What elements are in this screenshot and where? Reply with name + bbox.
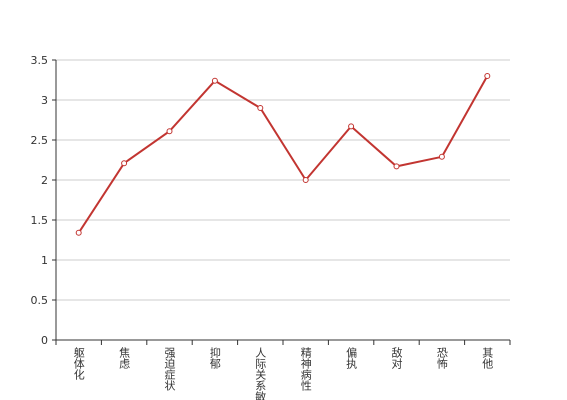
point xyxy=(257,105,264,111)
point xyxy=(438,153,445,160)
y-tick-label: 1.5 xyxy=(31,214,49,227)
y-tick-label: 3.5 xyxy=(31,54,49,67)
x-tick-label: 恐怖 xyxy=(435,347,448,369)
x-tick-label: 敌对 xyxy=(390,346,403,369)
y-tick-label: 0.5 xyxy=(31,294,49,307)
y-tick-label: 2 xyxy=(41,174,48,187)
x-tick-label: 精神病性 xyxy=(299,347,312,392)
point xyxy=(348,123,355,130)
point xyxy=(121,160,128,167)
x-tick-label: 其他 xyxy=(481,347,494,369)
y-tick-label: 2.5 xyxy=(31,134,49,147)
x-tick-label: 抑郁 xyxy=(208,346,221,369)
y-tick-label: 1 xyxy=(41,254,48,267)
x-tick-label: 躯体化 xyxy=(72,347,85,381)
y-tick-label: 3 xyxy=(41,94,48,107)
line xyxy=(77,75,489,234)
x-tick-label: 人际关系敏感 xyxy=(254,347,267,400)
point xyxy=(302,177,309,183)
x-tick-label: 强迫症状 xyxy=(163,347,176,391)
point xyxy=(484,73,491,79)
x-tick-label: 偏执 xyxy=(345,346,358,370)
point xyxy=(211,77,218,84)
x-tick-label: 焦虑 xyxy=(118,347,131,369)
point xyxy=(393,163,400,170)
point xyxy=(166,128,173,135)
y-tick-label: 0 xyxy=(41,334,48,347)
point xyxy=(75,229,82,236)
